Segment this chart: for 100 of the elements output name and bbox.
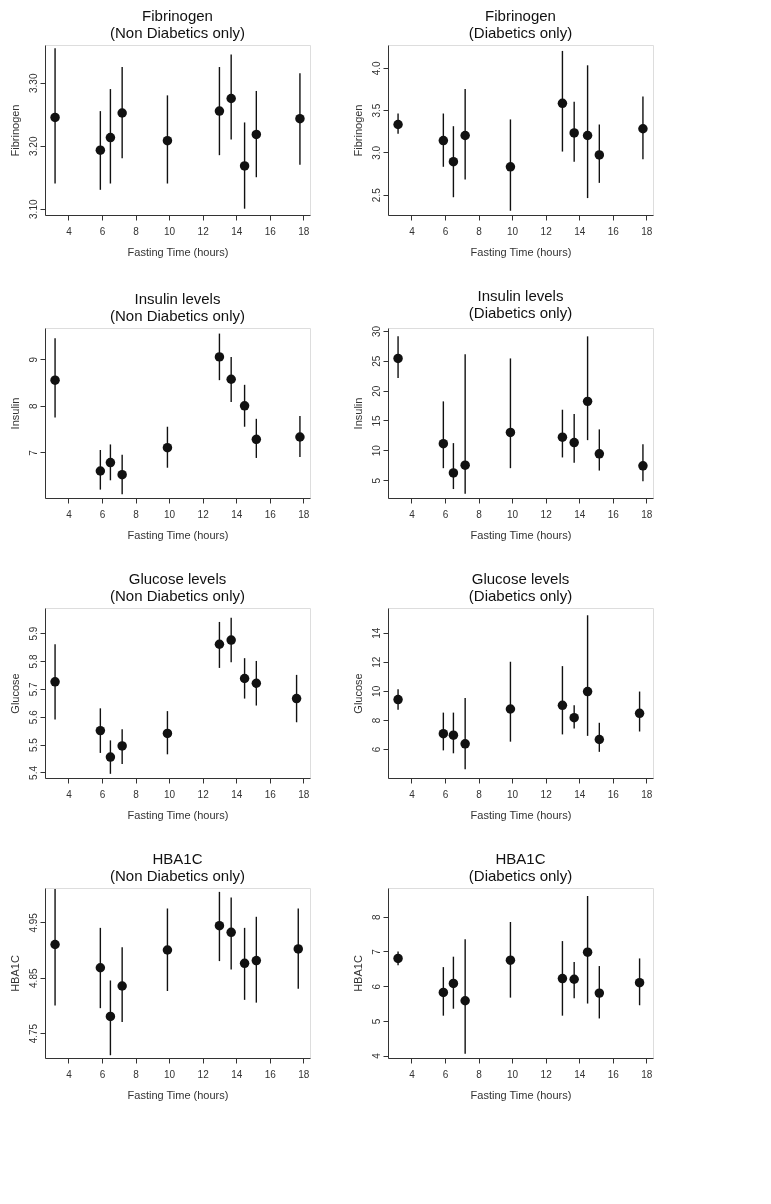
x-tick-label: 4 (409, 788, 416, 800)
point (438, 438, 449, 449)
point (557, 973, 568, 984)
y-tick-label: 4.75 (27, 1023, 39, 1044)
point (239, 673, 250, 684)
y-tick-label: 3.10 (27, 199, 39, 219)
y-tick-label: 25 (370, 355, 382, 367)
chart-title: Fibrinogen (485, 7, 556, 24)
x-tick-label: 6 (442, 508, 449, 520)
point (448, 156, 459, 167)
point (582, 947, 593, 957)
x-tick-label: 4 (66, 788, 73, 800)
point (239, 958, 250, 969)
x-tick-label: 10 (164, 508, 176, 520)
point (594, 449, 605, 459)
point (569, 712, 579, 723)
x-tick-label: 4 (66, 508, 73, 520)
x-tick-label: 6 (99, 1068, 106, 1080)
point (557, 700, 568, 711)
point (448, 468, 459, 478)
point (214, 352, 225, 362)
chart-subtitle: (Non Diabetics only) (109, 24, 246, 41)
point (214, 920, 225, 931)
y-tick-label: 30 (370, 325, 382, 338)
point (638, 461, 648, 471)
point (460, 130, 470, 141)
x-axis-title: Fasting Time (hours) (127, 1088, 229, 1101)
point (105, 132, 116, 143)
y-axis-title: Insulin (8, 397, 21, 430)
point (393, 953, 403, 964)
x-tick-label: 10 (164, 225, 176, 237)
chart-subtitle: (Diabetics only) (468, 587, 573, 604)
point (95, 466, 106, 476)
y-tick-label: 9 (27, 356, 39, 363)
x-tick-label: 18 (641, 788, 653, 800)
x-tick-label: 12 (197, 225, 210, 237)
x-axis-title: Fasting Time (hours) (127, 808, 229, 821)
y-tick-label: 5 (370, 1018, 382, 1025)
point (438, 728, 449, 739)
x-axis-title: Fasting Time (hours) (127, 528, 229, 541)
y-tick-label: 5.8 (27, 654, 39, 669)
x-tick-label: 18 (641, 1068, 653, 1080)
y-tick-label: 8 (370, 717, 382, 724)
x-tick-label: 6 (99, 225, 106, 237)
point (162, 442, 173, 453)
y-tick-label: 6 (370, 983, 382, 990)
point (95, 963, 106, 973)
x-tick-label: 16 (607, 225, 620, 237)
point (557, 432, 568, 442)
y-tick-label: 5.6 (27, 709, 39, 725)
y-axis-title: Fibrinogen (8, 104, 21, 157)
x-tick-label: 16 (264, 1068, 277, 1080)
y-tick-label: 14 (370, 627, 382, 639)
x-tick-label: 4 (409, 1068, 416, 1080)
chart-title: Fibrinogen (142, 7, 213, 24)
chart-title: Glucose levels (471, 570, 570, 587)
point (117, 981, 127, 991)
y-axis-title: Glucose (8, 673, 21, 714)
x-tick-label: 10 (507, 1068, 519, 1080)
x-tick-label: 4 (66, 1068, 73, 1080)
point (557, 98, 568, 109)
point (505, 704, 516, 714)
point (50, 939, 60, 950)
chart-title: Glucose levels (128, 570, 227, 587)
y-tick-label: 5.9 (27, 626, 39, 641)
point (295, 113, 305, 124)
point (214, 639, 225, 649)
x-tick-label: 18 (641, 225, 653, 237)
point (105, 457, 116, 468)
y-tick-label: 3.30 (27, 73, 39, 94)
x-axis-title: Fasting Time (hours) (470, 245, 572, 258)
y-tick-label: 4.0 (370, 60, 382, 76)
point (50, 375, 60, 385)
x-tick-label: 10 (507, 788, 519, 800)
y-tick-label: 15 (370, 414, 382, 427)
x-tick-label: 14 (574, 508, 586, 520)
x-tick-label: 12 (540, 1068, 553, 1080)
y-tick-label: 3.5 (370, 103, 382, 118)
x-tick-label: 14 (231, 1068, 243, 1080)
point (117, 741, 127, 751)
point (226, 635, 236, 645)
point (226, 374, 236, 384)
x-tick-label: 14 (231, 225, 243, 237)
x-tick-label: 10 (507, 508, 519, 520)
point (293, 944, 303, 954)
y-axis-title: Glucose (351, 673, 364, 714)
point (505, 955, 516, 965)
chart-subtitle: (Non Diabetics only) (109, 587, 246, 604)
x-tick-label: 12 (540, 788, 553, 800)
point (162, 728, 173, 739)
point (448, 730, 459, 740)
y-tick-label: 2.5 (370, 187, 382, 203)
x-tick-label: 10 (164, 788, 176, 800)
x-tick-label: 8 (133, 508, 140, 520)
point (251, 129, 262, 140)
x-tick-label: 14 (574, 1068, 586, 1080)
x-tick-label: 16 (607, 788, 620, 800)
y-tick-label: 7 (370, 948, 382, 955)
point (226, 927, 236, 938)
point (239, 401, 250, 411)
